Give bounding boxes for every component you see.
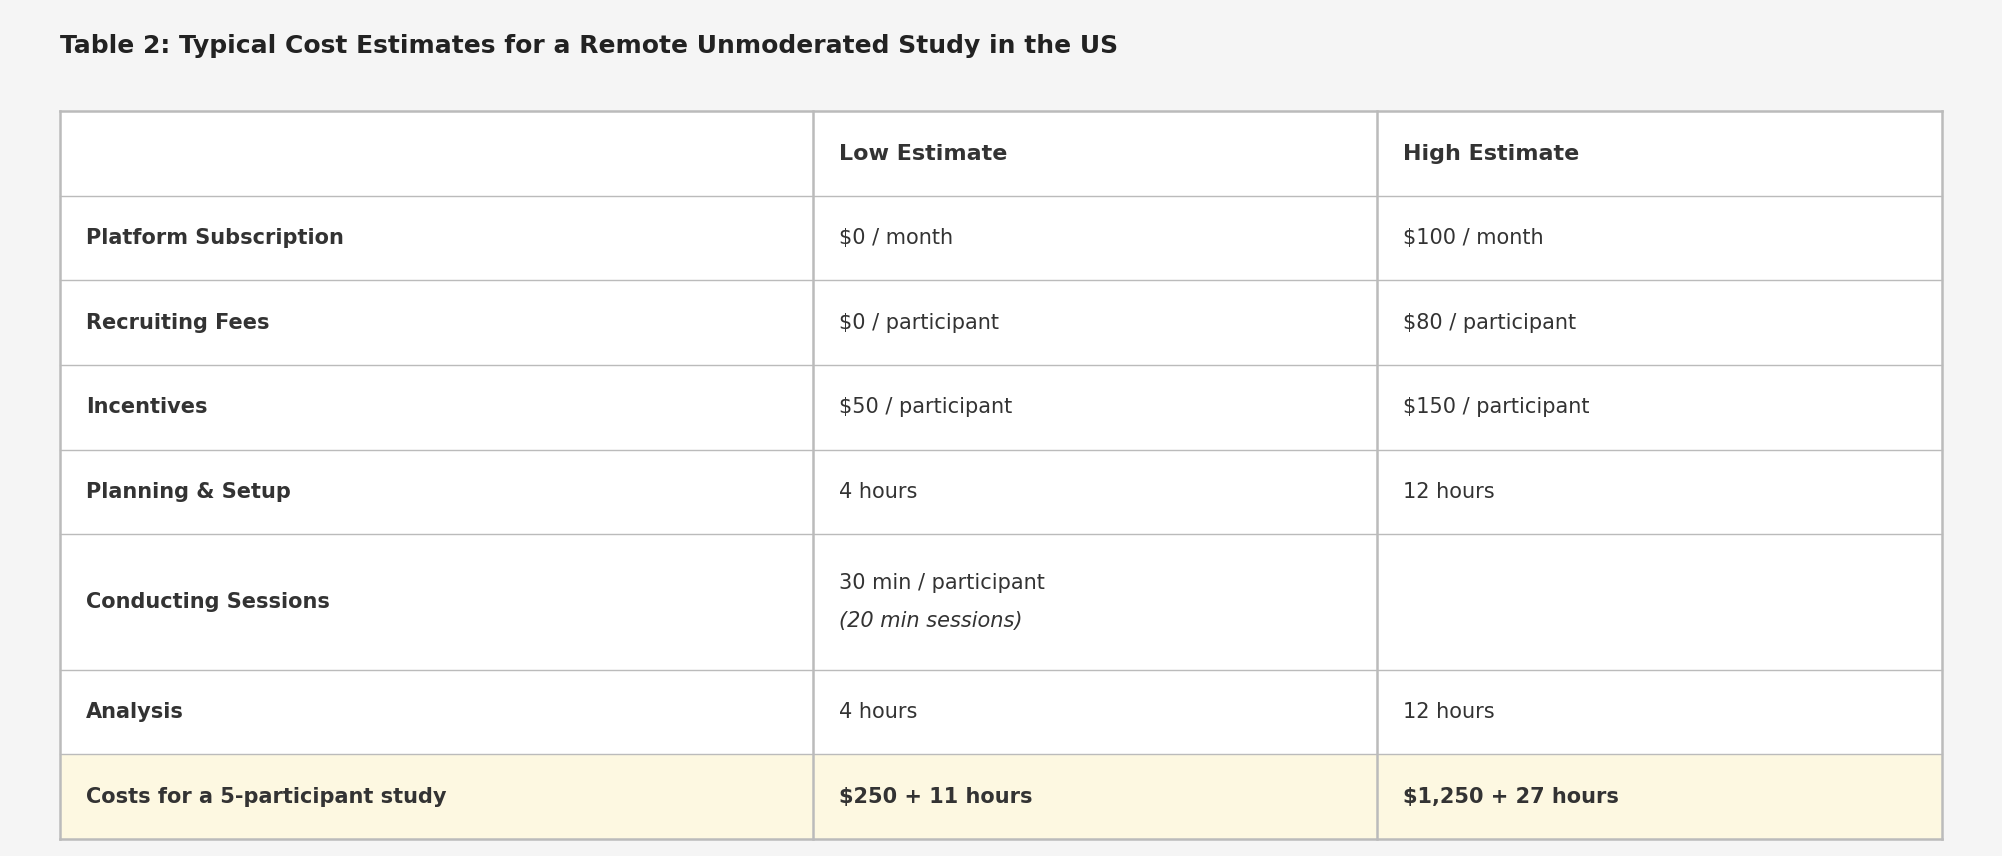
Text: 4 hours: 4 hours xyxy=(839,482,917,502)
Text: Low Estimate: Low Estimate xyxy=(839,144,1007,163)
Text: (20 min sessions): (20 min sessions) xyxy=(839,610,1023,631)
Text: $150 / participant: $150 / participant xyxy=(1403,397,1590,418)
Text: $250 + 11 hours: $250 + 11 hours xyxy=(839,787,1033,806)
Text: 30 min / participant: 30 min / participant xyxy=(839,574,1045,593)
Text: $80 / participant: $80 / participant xyxy=(1403,312,1576,333)
Text: $100 / month: $100 / month xyxy=(1403,229,1544,248)
Text: Incentives: Incentives xyxy=(86,397,208,418)
Text: Conducting Sessions: Conducting Sessions xyxy=(86,592,330,612)
Text: $50 / participant: $50 / participant xyxy=(839,397,1013,418)
Text: $1,250 + 27 hours: $1,250 + 27 hours xyxy=(1403,787,1620,806)
Text: 4 hours: 4 hours xyxy=(839,702,917,722)
Text: 12 hours: 12 hours xyxy=(1403,702,1495,722)
Text: Table 2: Typical Cost Estimates for a Remote Unmoderated Study in the US: Table 2: Typical Cost Estimates for a Re… xyxy=(60,34,1119,58)
Text: $0 / participant: $0 / participant xyxy=(839,312,999,333)
Text: $0 / month: $0 / month xyxy=(839,229,953,248)
Text: High Estimate: High Estimate xyxy=(1403,144,1580,163)
Text: Platform Subscription: Platform Subscription xyxy=(86,229,344,248)
Text: Costs for a 5-participant study: Costs for a 5-participant study xyxy=(86,787,446,806)
Text: 12 hours: 12 hours xyxy=(1403,482,1495,502)
Text: Recruiting Fees: Recruiting Fees xyxy=(86,312,270,333)
Text: Planning & Setup: Planning & Setup xyxy=(86,482,290,502)
Text: Analysis: Analysis xyxy=(86,702,184,722)
